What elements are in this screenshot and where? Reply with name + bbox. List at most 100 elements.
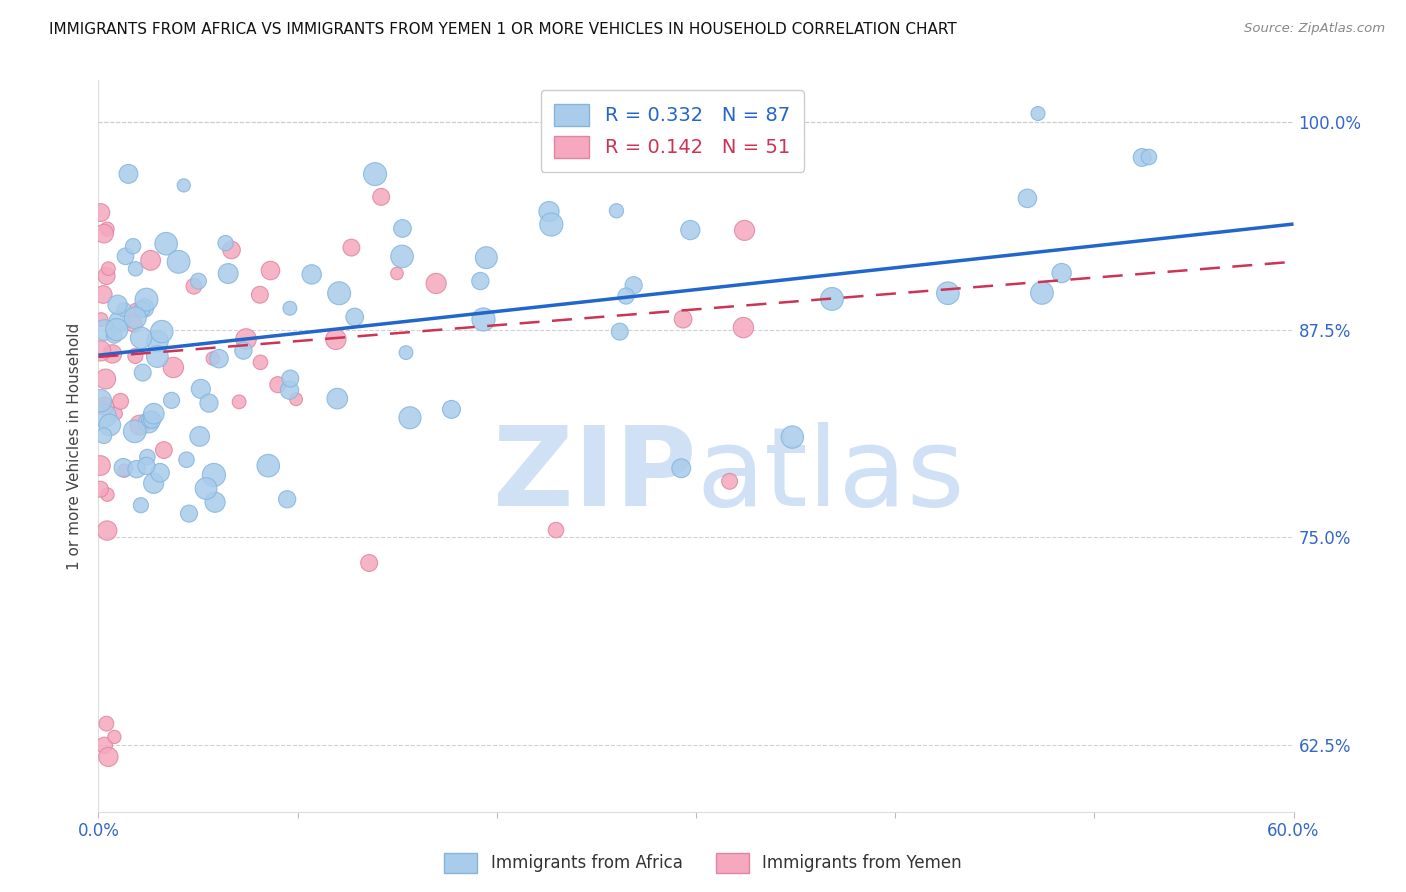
Point bbox=[93, 409, 115, 423]
Point bbox=[821, 292, 844, 306]
Text: ZIP: ZIP bbox=[492, 422, 696, 529]
Point bbox=[90, 205, 112, 219]
Point bbox=[195, 482, 218, 496]
Point bbox=[537, 204, 560, 219]
Point bbox=[117, 167, 139, 181]
Point bbox=[370, 190, 392, 204]
Point bbox=[131, 302, 153, 317]
Point bbox=[679, 223, 702, 237]
Point bbox=[208, 351, 231, 366]
Point bbox=[214, 236, 236, 251]
Point bbox=[201, 351, 224, 366]
Point bbox=[94, 372, 117, 386]
Point bbox=[141, 413, 163, 427]
Point bbox=[936, 286, 959, 301]
Point bbox=[364, 167, 387, 181]
Point bbox=[395, 345, 418, 359]
Point bbox=[149, 466, 172, 480]
Point bbox=[103, 730, 125, 744]
Point bbox=[160, 393, 183, 408]
Point bbox=[105, 407, 128, 421]
Point bbox=[188, 429, 211, 443]
Point bbox=[153, 443, 176, 458]
Point bbox=[328, 286, 350, 301]
Point bbox=[142, 407, 165, 421]
Point bbox=[278, 371, 301, 385]
Point bbox=[385, 267, 408, 281]
Point bbox=[782, 430, 804, 444]
Point bbox=[98, 417, 121, 432]
Point bbox=[97, 749, 120, 764]
Point bbox=[235, 332, 257, 346]
Point bbox=[176, 452, 198, 467]
Point bbox=[90, 312, 112, 326]
Point bbox=[93, 738, 115, 752]
Point bbox=[1017, 191, 1039, 205]
Point bbox=[89, 482, 111, 496]
Point bbox=[101, 347, 124, 361]
Point bbox=[425, 277, 447, 291]
Text: IMMIGRANTS FROM AFRICA VS IMMIGRANTS FROM YEMEN 1 OR MORE VEHICLES IN HOUSEHOLD : IMMIGRANTS FROM AFRICA VS IMMIGRANTS FRO… bbox=[49, 22, 957, 37]
Point bbox=[129, 331, 152, 345]
Point bbox=[89, 393, 111, 408]
Point bbox=[734, 223, 756, 237]
Point bbox=[177, 507, 200, 521]
Point bbox=[135, 458, 157, 473]
Point bbox=[1137, 150, 1160, 164]
Point bbox=[93, 227, 115, 241]
Point bbox=[91, 287, 114, 301]
Point bbox=[1031, 285, 1053, 300]
Point bbox=[190, 382, 212, 396]
Point bbox=[96, 487, 118, 501]
Point bbox=[129, 498, 152, 512]
Point bbox=[399, 410, 422, 425]
Point bbox=[623, 278, 645, 293]
Point bbox=[112, 460, 135, 475]
Point bbox=[285, 392, 308, 407]
Point bbox=[103, 328, 125, 343]
Point bbox=[93, 428, 115, 442]
Legend: Immigrants from Africa, Immigrants from Yemen: Immigrants from Africa, Immigrants from … bbox=[437, 847, 969, 880]
Point bbox=[132, 366, 155, 380]
Point bbox=[139, 253, 162, 268]
Point bbox=[671, 461, 693, 475]
Point bbox=[112, 302, 135, 317]
Point bbox=[90, 343, 112, 358]
Point bbox=[475, 251, 498, 265]
Point bbox=[128, 418, 150, 433]
Text: atlas: atlas bbox=[696, 422, 965, 529]
Point bbox=[278, 383, 301, 397]
Point bbox=[605, 203, 627, 218]
Point bbox=[146, 350, 169, 364]
Y-axis label: 1 or more Vehicles in Household: 1 or more Vehicles in Household bbox=[67, 322, 83, 570]
Point bbox=[96, 268, 118, 283]
Point bbox=[472, 312, 495, 326]
Point bbox=[105, 322, 128, 336]
Point bbox=[183, 279, 205, 293]
Point bbox=[325, 332, 347, 346]
Point bbox=[232, 343, 254, 358]
Point bbox=[267, 377, 290, 392]
Point bbox=[221, 243, 243, 257]
Point bbox=[257, 458, 280, 473]
Point bbox=[187, 274, 209, 288]
Point bbox=[108, 315, 131, 329]
Point bbox=[343, 310, 366, 324]
Point bbox=[96, 524, 118, 538]
Point bbox=[1026, 106, 1049, 120]
Point bbox=[139, 412, 162, 426]
Point bbox=[96, 716, 118, 731]
Point bbox=[276, 492, 298, 507]
Point bbox=[167, 255, 190, 269]
Point bbox=[340, 241, 363, 255]
Point bbox=[614, 289, 637, 303]
Point bbox=[135, 293, 157, 307]
Point bbox=[391, 249, 413, 263]
Point bbox=[97, 261, 120, 276]
Point bbox=[114, 249, 136, 263]
Point bbox=[173, 178, 195, 193]
Point bbox=[89, 458, 111, 473]
Point bbox=[217, 267, 239, 281]
Point bbox=[125, 303, 148, 318]
Point bbox=[138, 416, 160, 430]
